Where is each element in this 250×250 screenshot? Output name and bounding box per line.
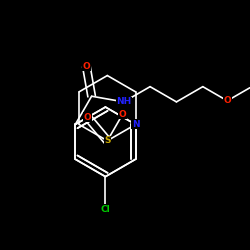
- Text: O: O: [82, 62, 90, 71]
- Text: O: O: [224, 96, 231, 105]
- Text: NH: NH: [116, 98, 131, 106]
- Text: O: O: [84, 113, 92, 122]
- Text: N: N: [132, 120, 139, 129]
- Text: O: O: [119, 110, 126, 119]
- Text: Cl: Cl: [100, 205, 110, 214]
- Text: S: S: [104, 136, 110, 145]
